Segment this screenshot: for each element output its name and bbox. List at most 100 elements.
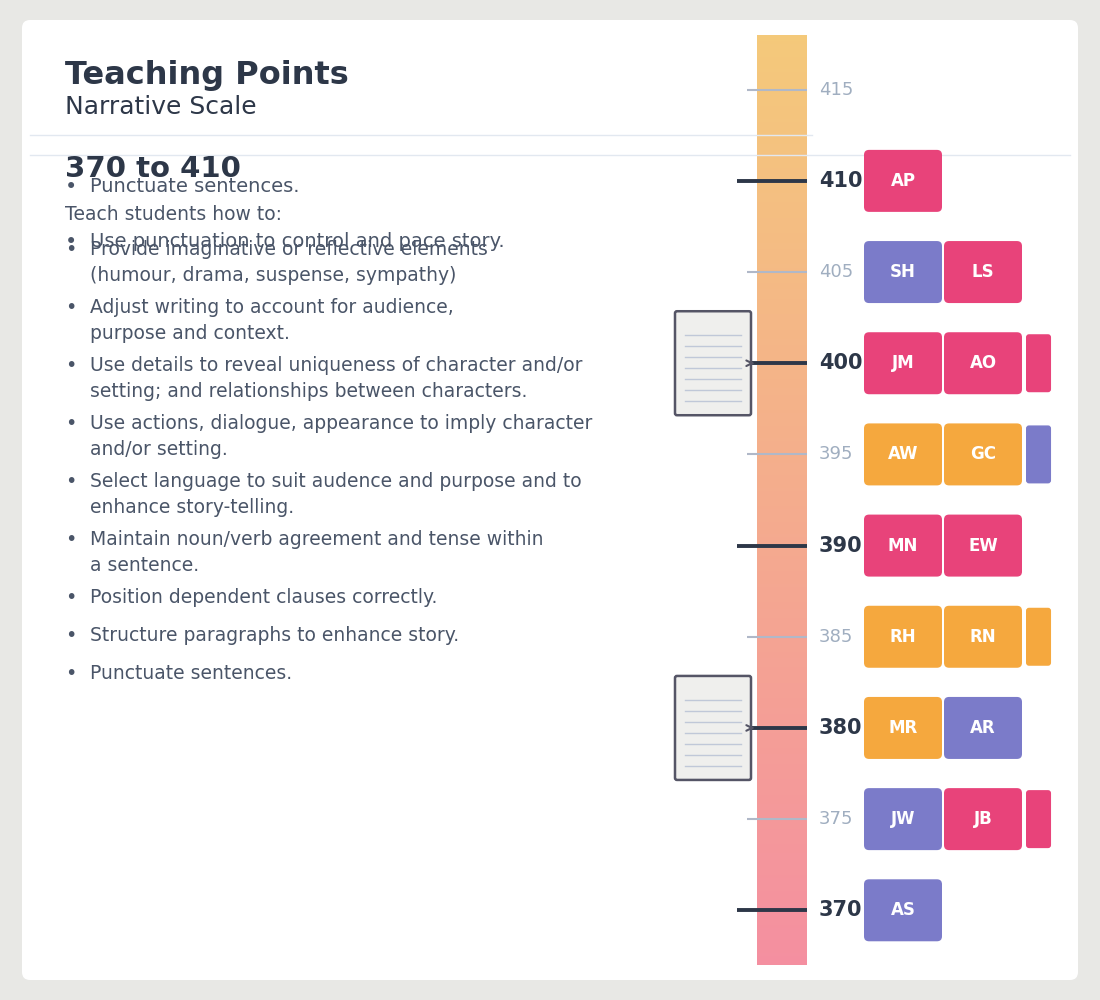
Bar [757,682,807,686]
Bar [757,899,807,903]
Bar [757,943,807,946]
Text: AS: AS [891,901,915,919]
Bar [757,233,807,236]
Bar [757,158,807,162]
Bar [757,611,807,615]
Bar [757,162,807,165]
Bar [757,810,807,813]
Text: •: • [65,240,76,259]
Text: Punctuate sentences.: Punctuate sentences. [90,177,299,196]
Bar [757,934,807,937]
Bar [757,791,807,794]
Bar [757,521,807,525]
Bar [757,208,807,212]
Bar [757,441,807,444]
Bar [757,59,807,63]
Bar [757,341,807,345]
Bar [757,887,807,891]
Bar [757,940,807,943]
Bar [757,217,807,221]
Bar [757,416,807,419]
Text: Teaching Points: Teaching Points [65,60,349,91]
Bar [757,633,807,636]
Text: 385: 385 [820,628,854,646]
Bar [757,348,807,351]
Bar [757,93,807,97]
Bar [757,450,807,454]
Bar [757,388,807,391]
Bar [757,540,807,543]
Bar [757,915,807,918]
Text: Punctuate sentences.: Punctuate sentences. [90,664,293,683]
Text: GC: GC [970,445,996,463]
Bar [757,379,807,382]
Bar [757,152,807,156]
Bar [757,782,807,785]
Bar [757,878,807,881]
Bar [757,689,807,692]
Bar [757,667,807,670]
Bar [757,797,807,801]
Bar [757,168,807,171]
Bar [757,69,807,72]
Bar [757,949,807,953]
Bar [757,456,807,460]
Bar [757,65,807,69]
Bar [757,282,807,286]
Bar [757,937,807,940]
Bar [757,651,807,655]
FancyBboxPatch shape [864,332,942,394]
Bar [757,245,807,249]
Text: setting; and relationships between characters.: setting; and relationships between chara… [90,382,527,401]
Bar [757,335,807,339]
Text: 370: 370 [820,900,862,920]
Text: Use actions, dialogue, appearance to imply character: Use actions, dialogue, appearance to imp… [90,414,593,433]
Bar [757,81,807,85]
Bar [757,704,807,708]
Text: Use details to reveal uniqueness of character and/or: Use details to reveal uniqueness of char… [90,356,583,375]
Bar [757,326,807,330]
Bar [757,41,807,44]
Bar [757,871,807,875]
Bar [757,236,807,240]
Bar [757,837,807,841]
Bar [757,865,807,869]
FancyBboxPatch shape [944,241,1022,303]
Bar [757,438,807,441]
FancyBboxPatch shape [944,788,1022,850]
Text: 405: 405 [820,263,854,281]
FancyBboxPatch shape [864,150,942,212]
Bar [757,930,807,934]
Bar [757,96,807,100]
Bar [757,413,807,416]
Text: JM: JM [892,354,914,372]
Bar [757,512,807,516]
Bar [757,695,807,698]
Bar [757,50,807,54]
Bar [757,831,807,835]
Bar [757,124,807,128]
Bar [757,295,807,298]
Bar [757,627,807,630]
Bar [757,847,807,850]
Bar [757,317,807,320]
Bar [757,394,807,398]
Text: 400: 400 [820,353,862,373]
FancyBboxPatch shape [1026,425,1050,483]
Bar [757,323,807,326]
Text: (humour, drama, suspense, sympathy): (humour, drama, suspense, sympathy) [90,266,456,285]
Bar [757,518,807,522]
Bar [757,670,807,674]
Bar [757,692,807,695]
FancyBboxPatch shape [1026,334,1050,392]
Bar [757,881,807,884]
Bar [757,698,807,702]
Text: RN: RN [970,628,997,646]
Text: EW: EW [968,537,998,555]
Bar [757,577,807,581]
Text: MN: MN [888,537,918,555]
Bar [757,803,807,807]
FancyBboxPatch shape [864,606,942,668]
Bar [757,183,807,187]
Bar [757,90,807,94]
